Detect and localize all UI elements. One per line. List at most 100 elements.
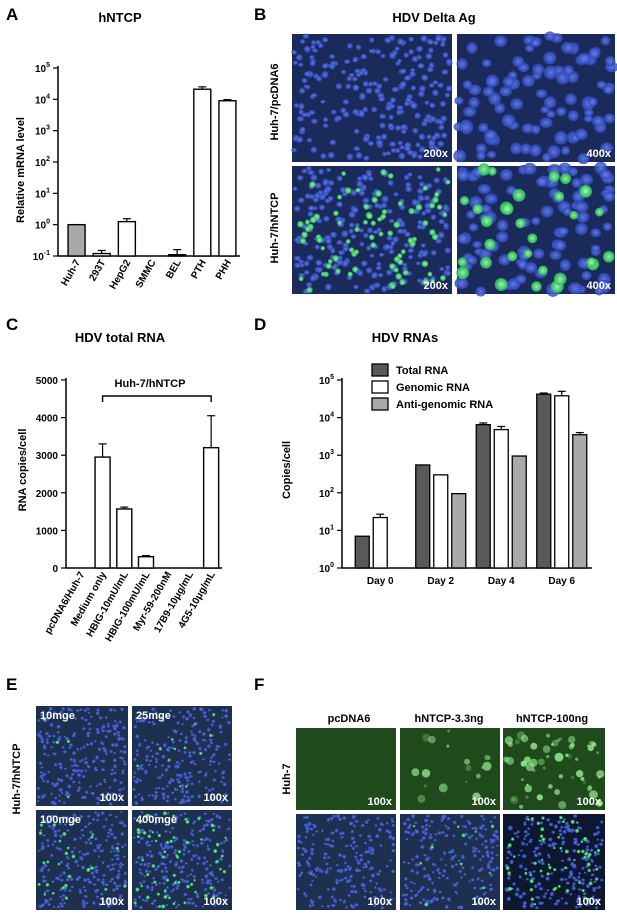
panel-f-bottom-tile-2-nucleus-177 bbox=[560, 825, 564, 829]
panel-f-bottom-tile-2-nucleus-117 bbox=[569, 893, 573, 896]
panel-c-bracket-label: Huh-7/hNTCP bbox=[115, 378, 186, 390]
panel-e-tile-0-nucleus-73 bbox=[48, 734, 52, 738]
panel-e-tile-0-nucleus-213 bbox=[65, 790, 69, 794]
panel-e-tile-1-nucleus-94 bbox=[209, 798, 213, 801]
panel-f-bottom-tile-0-nucleus-20 bbox=[300, 871, 304, 875]
panel-e-tile-3-nucleus-198 bbox=[134, 860, 139, 864]
panel-e-tile-2-nucleus-208 bbox=[83, 825, 88, 829]
panel-f-bottom-tile-0-nucleus-0 bbox=[344, 844, 349, 848]
panel-b-tile-2-green-cell-22 bbox=[375, 190, 382, 197]
panel-b-tile-2-green-cell-40 bbox=[352, 266, 359, 273]
panel-e-tile-1-nucleus-77 bbox=[167, 764, 171, 769]
panel-e-tile-0-nucleus-112 bbox=[72, 751, 76, 756]
panel-e-tile-0-nucleus-55 bbox=[71, 773, 75, 776]
panel-f-bottom-tile-0-nucleus-161 bbox=[363, 841, 368, 845]
panel-e-tile-1-nucleus-171 bbox=[154, 757, 158, 761]
panel-f-top-tile-2-spot-38 bbox=[580, 776, 585, 781]
panel-f-bottom-tile-2-nucleus-183 bbox=[585, 883, 591, 888]
panel-e-tile-2-nucleus-31 bbox=[47, 824, 52, 829]
panel-b-tile-0-nucleus-141 bbox=[405, 96, 412, 103]
panel-e-tile-3-nucleus-6 bbox=[189, 873, 193, 876]
panel-e-tile-0-nucleus-16 bbox=[52, 752, 57, 756]
panel-e-tile-0-nucleus-197 bbox=[76, 747, 80, 751]
panel-e-tile-3-nucleus-100 bbox=[206, 881, 210, 885]
panel-e-tile-2-nucleus-43 bbox=[60, 904, 65, 908]
panel-f-bottom-tile-1-nucleus-50 bbox=[474, 901, 479, 905]
panel-b-tile-1-nucleus-10 bbox=[543, 51, 557, 65]
panel-e-tile-2-green-cell-21 bbox=[37, 882, 41, 886]
panel-e-tile-label-0: 10mge bbox=[40, 710, 75, 722]
panel-f-bottom-tile-2-nucleus-60 bbox=[548, 837, 553, 842]
panel-b-tile-0-nucleus-55 bbox=[322, 117, 329, 123]
panel-f-bottom-tile-0-nucleus-118 bbox=[385, 829, 390, 833]
panel-f-col-label-3: hNTCP-100ng bbox=[516, 713, 588, 725]
panel-e-tile-2-nucleus-156 bbox=[120, 845, 125, 849]
panel-e-tile-0-nucleus-133 bbox=[95, 727, 100, 732]
panel-f-bottom-tile-1-nucleus-182 bbox=[463, 825, 468, 829]
panel-f-bottom-tile-2-nucleus-39 bbox=[526, 827, 531, 830]
panel-e-tile-3-nucleus-167 bbox=[220, 878, 225, 882]
panel-c-ytick-label-5: 5000 bbox=[36, 376, 59, 387]
panel-f-bottom-tile-1-green-cell-2 bbox=[459, 862, 463, 866]
panel-f-bottom-tile-1-nucleus-146 bbox=[411, 831, 416, 835]
panel-f-bottom-tile-1-nucleus-197 bbox=[452, 820, 457, 825]
panel-d-ylabel: Copies/cell bbox=[281, 441, 293, 499]
panel-b-tile-0-nucleus-238 bbox=[352, 108, 360, 115]
panel-b-tile-0-nucleus-31 bbox=[320, 153, 327, 160]
panel-b-tile-1-nucleus-65 bbox=[540, 106, 550, 114]
panel-f-bottom-tile-2-nucleus-7 bbox=[553, 824, 559, 829]
panel-e-tile-1-nucleus-228 bbox=[220, 800, 224, 804]
panel-e-tile-3-green-cell-3 bbox=[166, 840, 170, 844]
panel-e-tile-0-nucleus-51 bbox=[84, 757, 88, 760]
panel-b-tile-0-nucleus-64 bbox=[412, 127, 419, 134]
panel-f-bottom-tile-0-nucleus-195 bbox=[316, 866, 320, 869]
panel-f-bottom-tile-1-nucleus-205 bbox=[470, 878, 475, 882]
panel-e-tile-2-nucleus-66 bbox=[66, 857, 71, 860]
panel-b-tile-3-green-cell-7 bbox=[457, 257, 467, 267]
panel-f-bottom-tile-2-green-cell-53 bbox=[576, 849, 581, 854]
panel-e-tile-3-nucleus-70 bbox=[215, 901, 219, 905]
panel-f-top-tile-1-spot-17 bbox=[464, 758, 470, 765]
panel-f-bottom-tile-2-nucleus-160 bbox=[528, 840, 532, 844]
panel-e-tile-3-nucleus-37 bbox=[138, 868, 142, 871]
panel-b-tile-3-green-cell-23 bbox=[523, 249, 533, 258]
panel-b-tile-2-green-cell-29 bbox=[304, 219, 310, 225]
panel-f-bottom-tile-1-green-cell-3 bbox=[490, 824, 495, 829]
panel-e-tile-2-nucleus-17 bbox=[116, 849, 121, 853]
panel-a-ylabel: Relative mRNA level bbox=[15, 117, 27, 223]
panel-f-bottom-tile-2-nucleus-27 bbox=[577, 875, 581, 879]
panel-e-tile-3-nucleus-80 bbox=[191, 839, 195, 843]
panel-e-tile-2-nucleus-158 bbox=[54, 876, 59, 880]
panel-e-tile-0-nucleus-147 bbox=[73, 763, 78, 768]
panel-f-bottom-tile-0-nucleus-109 bbox=[296, 887, 300, 891]
panel-e-tile-2-nucleus-217 bbox=[96, 813, 101, 818]
panel-e-tile-0-nucleus-228 bbox=[101, 729, 106, 733]
panel-f-bottom-tile-2-nucleus-1 bbox=[573, 814, 578, 818]
panel-b-tile-2-nucleus-13 bbox=[341, 260, 349, 268]
panel-b-tile-2-nucleus-117 bbox=[419, 196, 425, 202]
panel-e-tile-0-nucleus-75 bbox=[69, 757, 73, 761]
panel-b-tile-2-nucleus-182 bbox=[423, 195, 431, 201]
panel-e-tile-3-green-cell-34 bbox=[138, 821, 142, 824]
panel-e-tile-2-nucleus-111 bbox=[120, 863, 125, 867]
panel-f-bottom-tile-0-nucleus-101 bbox=[306, 861, 311, 866]
panel-b-tile-2-nucleus-47 bbox=[324, 198, 331, 204]
panel-e-tile-2-nucleus-109 bbox=[78, 891, 83, 895]
panel-f-bottom-tile-1-nucleus-190 bbox=[441, 815, 446, 820]
panel-b-tile-2-green-cell-47 bbox=[408, 207, 415, 215]
panel-f-top-tile-2-spot-17 bbox=[596, 751, 600, 754]
panel-b-tile-2-nucleus-179 bbox=[296, 174, 304, 181]
panel-e-tile-1-nucleus-140 bbox=[138, 778, 143, 783]
panel-f-bottom-tile-2-nucleus-167 bbox=[561, 840, 566, 844]
panel-e-tile-2-nucleus-29 bbox=[79, 814, 84, 819]
panel-e-tile-3-green-cell-17 bbox=[172, 873, 176, 877]
panel-b-tile-2-green-cell-34 bbox=[445, 179, 451, 185]
panel-e-tile-2-nucleus-72 bbox=[108, 813, 113, 817]
panel-f-bottom-tile-1-nucleus-169 bbox=[470, 866, 475, 870]
panel-b-tile-1-nucleus-78 bbox=[543, 65, 558, 80]
panel-b-tile-2-nucleus-134 bbox=[336, 239, 343, 245]
panel-c-ytick-label-4: 4000 bbox=[36, 414, 59, 425]
panel-f-bottom-tile-0-nucleus-19 bbox=[326, 817, 331, 822]
panel-f-bottom-tile-1-nucleus-151 bbox=[485, 850, 490, 855]
panel-f-bottom-tile-0-nucleus-111 bbox=[343, 867, 348, 872]
